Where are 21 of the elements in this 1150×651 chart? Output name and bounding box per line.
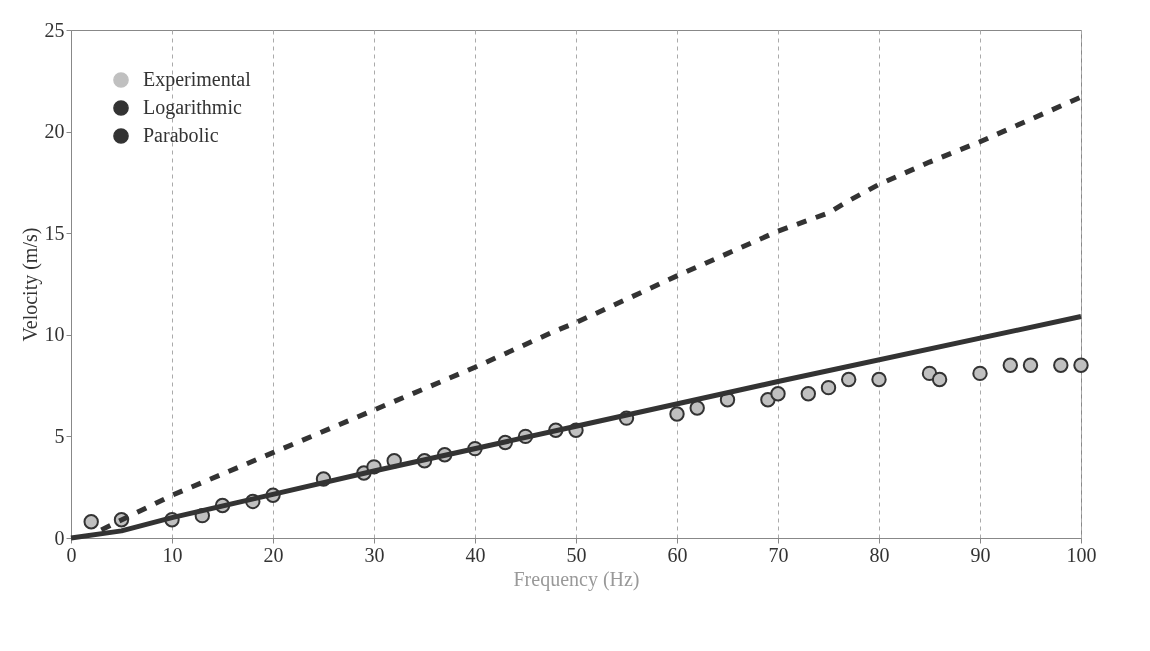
legend-label: Experimental [143, 68, 252, 91]
x-tick-label: 100 [1066, 543, 1097, 566]
x-tick-label: 10 [162, 543, 183, 566]
y-tick-label: 0 [54, 526, 65, 549]
y-axis-title: Velocity (m/s) [18, 227, 42, 342]
x-tick-label: 70 [768, 543, 789, 566]
x-tick-label: 20 [263, 543, 284, 566]
y-tick-label: 20 [44, 120, 65, 143]
x-axis-title: Frequency (Hz) [513, 567, 640, 591]
legend-label: Parabolic [143, 124, 219, 146]
y-tick-label: 15 [44, 221, 65, 244]
y-tick-label: 10 [44, 323, 65, 346]
x-tick-label: 40 [465, 543, 486, 566]
legend-label: Logarithmic [143, 96, 242, 119]
x-tick-label: 30 [364, 543, 385, 566]
x-tick-label: 90 [970, 543, 991, 566]
y-tick-label: 5 [54, 424, 65, 447]
x-tick-label: 50 [566, 543, 587, 566]
x-tick-label: 80 [869, 543, 890, 566]
y-tick-label: 25 [44, 18, 65, 41]
x-tick-label: 60 [667, 543, 688, 566]
